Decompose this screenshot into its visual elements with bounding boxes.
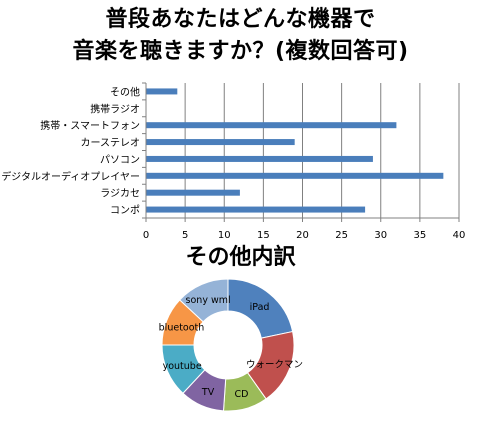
x-tick-label: 25 [335, 230, 348, 241]
x-tick-label: 40 [453, 230, 466, 241]
x-tick-label: 20 [296, 230, 309, 241]
category-label: コンポ [110, 205, 140, 217]
bar [146, 172, 444, 179]
bar [146, 122, 397, 129]
bar [146, 155, 373, 162]
x-tick-label: 5 [182, 230, 188, 241]
x-tick-label: 0 [143, 230, 149, 241]
chart-title-line-2: 音楽を聴きますか？(複数回答可) [72, 39, 409, 64]
pie-slice-label: iPad [250, 302, 270, 313]
category-label: デジタルオーディオプレイヤー [1, 170, 140, 183]
chart-title-line-1: 普段あなたはどんな機器で [105, 7, 376, 32]
x-tick-label: 30 [374, 230, 387, 241]
bar [146, 88, 178, 95]
pie-slice-label: TV [201, 387, 215, 398]
category-label: ラジカセ [100, 188, 140, 200]
pie-slice-label: CD [235, 389, 249, 400]
x-tick-label: 10 [218, 230, 231, 241]
category-label: 携帯・スマートフォン [40, 119, 140, 132]
category-label: パソコン [100, 154, 140, 166]
bar [146, 189, 240, 196]
pie-slice-label: ウォークマン [246, 359, 303, 370]
pie-slice [179, 278, 229, 323]
x-tick-label: 35 [414, 230, 427, 241]
pie-slice-label: youtube [163, 361, 202, 372]
pie-slice-label: sony wml [186, 295, 231, 306]
category-label: カーステレオ [81, 137, 141, 149]
bar [146, 139, 295, 146]
x-tick-label: 15 [257, 230, 270, 241]
pie-slice-label: bluetooth [159, 323, 205, 334]
category-label: 携帯ラジオ [90, 102, 140, 115]
pie-title: その他内訳 [185, 245, 296, 270]
category-label: その他 [110, 85, 140, 98]
bar [146, 206, 366, 213]
